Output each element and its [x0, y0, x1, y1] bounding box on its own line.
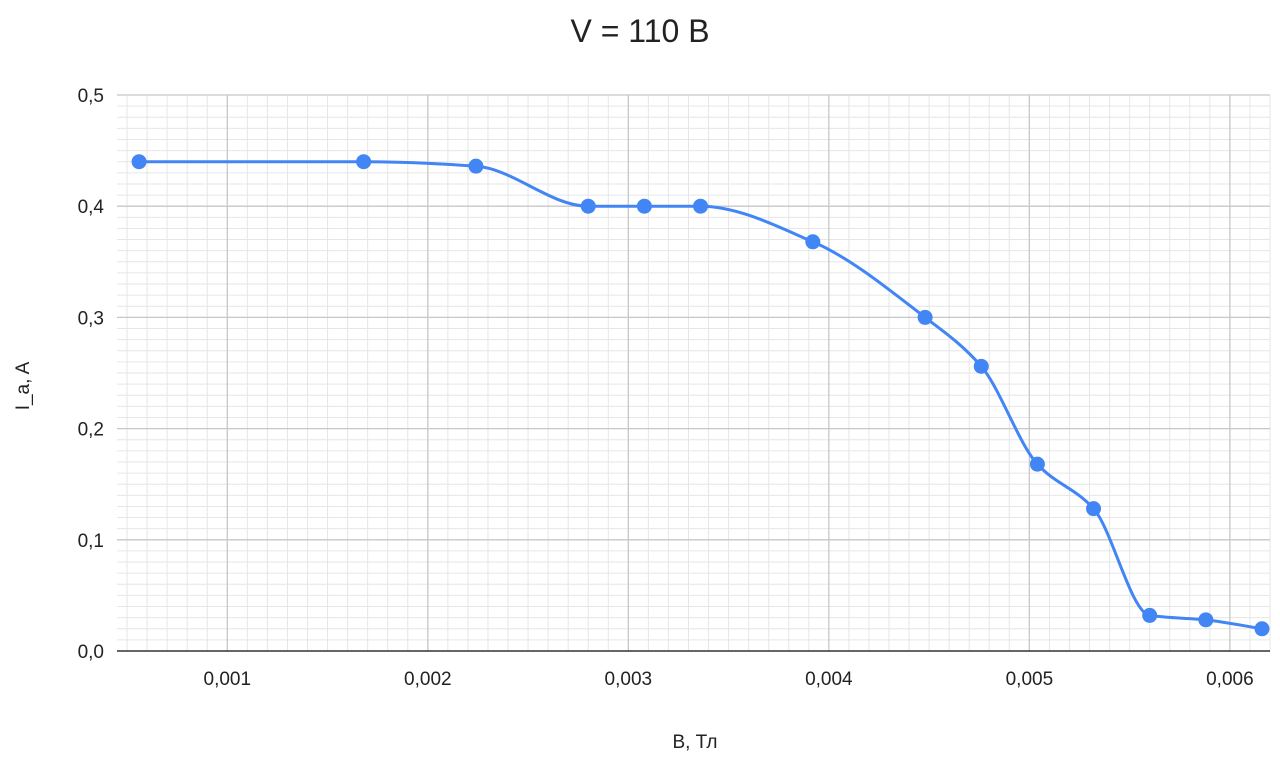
data-point	[1029, 456, 1045, 472]
y-tick-label: 0,1	[78, 531, 104, 552]
data-point	[805, 234, 821, 250]
data-point	[693, 198, 709, 214]
chart-title: V = 110 В	[570, 13, 709, 49]
x-tick-label: 0,005	[1006, 669, 1054, 690]
data-point	[636, 198, 652, 214]
data-point	[1254, 621, 1270, 637]
x-tick-label: 0,001	[204, 669, 252, 690]
data-point	[131, 154, 147, 170]
data-point	[917, 309, 933, 325]
x-tick-label: 0,003	[605, 669, 653, 690]
data-point	[1086, 501, 1102, 517]
minor-gridlines	[117, 94, 1271, 652]
data-point	[468, 158, 484, 174]
y-axis-title: I_a, A	[13, 361, 34, 410]
data-point	[580, 198, 596, 214]
data-point	[1198, 612, 1214, 628]
y-tick-label: 0,0	[78, 642, 104, 663]
y-tick-label: 0,4	[78, 197, 105, 218]
x-tick-label: 0,006	[1206, 669, 1254, 690]
y-tick-label: 0,2	[78, 420, 104, 441]
x-tick-label: 0,002	[404, 669, 452, 690]
series-line	[137, 160, 1264, 631]
data-point	[356, 154, 372, 170]
data-point	[973, 358, 989, 374]
tick-labels: 0,001 0,002 0,003 0,004 0,005 0,006 0,0 0,1 0,2 0…	[78, 86, 1254, 690]
series-layer	[131, 154, 1270, 637]
x-tick-label: 0,004	[805, 669, 853, 690]
data-point	[1142, 607, 1158, 623]
y-tick-label: 0,3	[78, 308, 104, 329]
y-tick-label: 0,5	[78, 86, 104, 107]
x-axis-title: B, Тл	[672, 732, 717, 753]
